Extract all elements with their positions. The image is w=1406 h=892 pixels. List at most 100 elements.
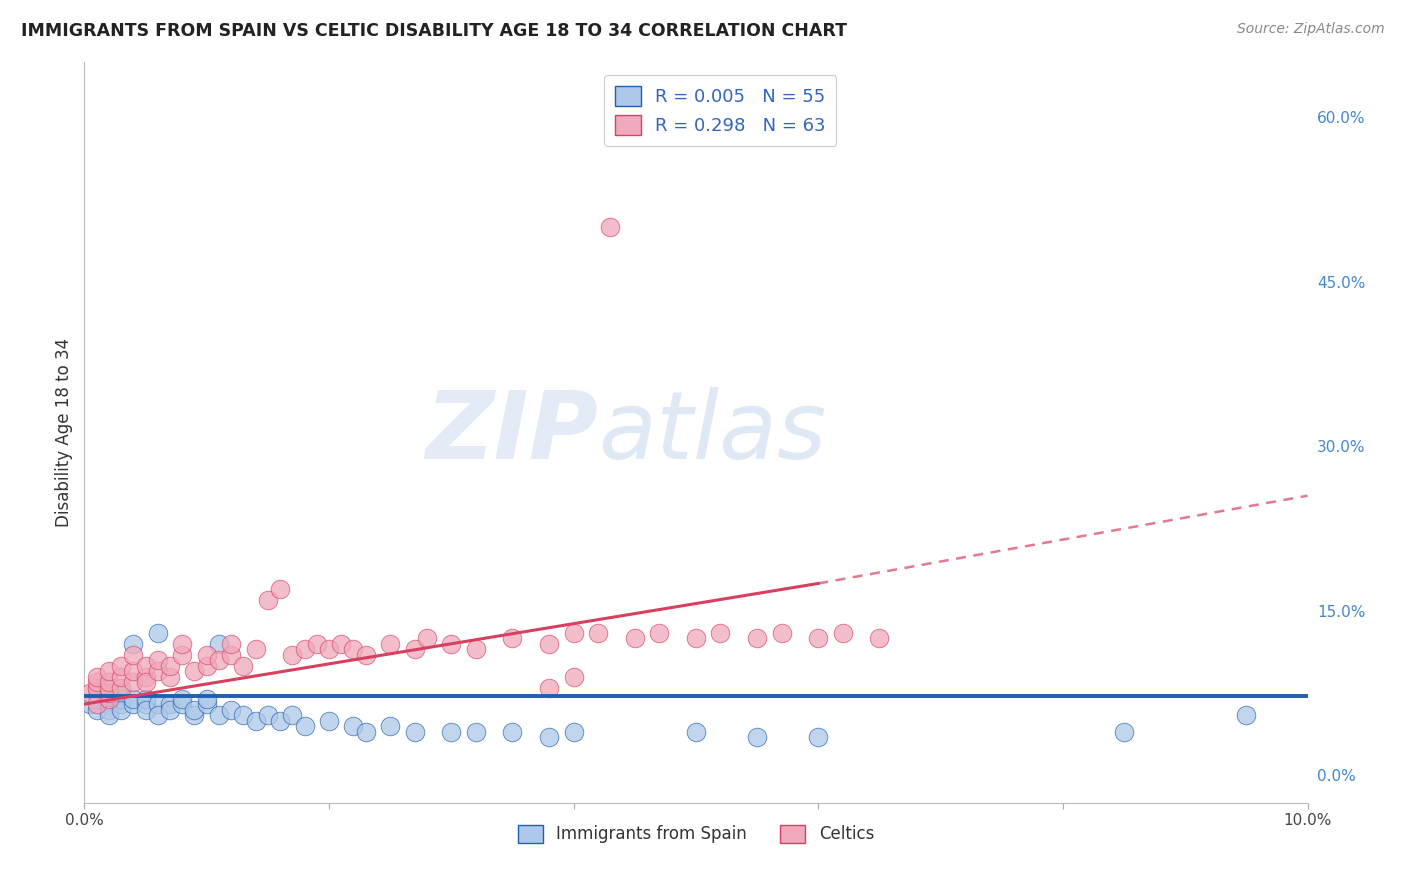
Point xyxy=(172,691,194,706)
Point xyxy=(770,625,793,640)
Point xyxy=(172,697,194,711)
Point xyxy=(122,675,145,690)
Point xyxy=(97,664,120,678)
Point xyxy=(342,719,364,733)
Point xyxy=(747,730,769,744)
Text: IMMIGRANTS FROM SPAIN VS CELTIC DISABILITY AGE 18 TO 34 CORRELATION CHART: IMMIGRANTS FROM SPAIN VS CELTIC DISABILI… xyxy=(21,22,846,40)
Point xyxy=(831,625,853,640)
Point xyxy=(354,648,377,662)
Point xyxy=(135,697,157,711)
Point xyxy=(342,642,364,657)
Point xyxy=(208,653,231,667)
Point xyxy=(318,714,340,728)
Point xyxy=(245,642,267,657)
Point xyxy=(294,719,316,733)
Point xyxy=(86,681,108,695)
Point xyxy=(172,637,194,651)
Point xyxy=(110,702,132,716)
Point xyxy=(86,681,108,695)
Point xyxy=(1114,724,1136,739)
Point xyxy=(404,642,426,657)
Point xyxy=(538,730,561,744)
Point xyxy=(294,642,316,657)
Point xyxy=(305,637,328,651)
Point xyxy=(562,724,585,739)
Point xyxy=(146,664,169,678)
Point xyxy=(146,653,169,667)
Point xyxy=(502,632,524,646)
Point xyxy=(747,632,769,646)
Point xyxy=(159,702,181,716)
Point xyxy=(464,724,486,739)
Point xyxy=(159,658,181,673)
Text: atlas: atlas xyxy=(598,387,827,478)
Point xyxy=(97,686,120,700)
Point xyxy=(709,625,731,640)
Point xyxy=(86,697,108,711)
Point xyxy=(110,670,132,684)
Point xyxy=(219,637,242,651)
Point xyxy=(110,686,132,700)
Point xyxy=(685,632,707,646)
Point xyxy=(380,637,402,651)
Point xyxy=(86,686,108,700)
Point xyxy=(1236,708,1258,723)
Point xyxy=(97,697,120,711)
Point xyxy=(122,664,145,678)
Point xyxy=(135,675,157,690)
Point xyxy=(257,708,280,723)
Point xyxy=(562,625,585,640)
Point xyxy=(869,632,891,646)
Point xyxy=(86,670,108,684)
Point xyxy=(172,648,194,662)
Point xyxy=(195,658,218,673)
Point xyxy=(232,658,254,673)
Point xyxy=(110,691,132,706)
Point xyxy=(97,708,120,723)
Point xyxy=(269,714,291,728)
Point xyxy=(245,714,267,728)
Point xyxy=(135,670,157,684)
Point xyxy=(183,708,205,723)
Point xyxy=(183,702,205,716)
Point xyxy=(440,724,463,739)
Point xyxy=(195,691,218,706)
Point xyxy=(538,681,561,695)
Point xyxy=(807,730,830,744)
Point xyxy=(599,219,621,234)
Point xyxy=(404,724,426,739)
Point xyxy=(122,637,145,651)
Point xyxy=(464,642,486,657)
Point xyxy=(624,632,647,646)
Point xyxy=(97,681,120,695)
Legend: Immigrants from Spain, Celtics: Immigrants from Spain, Celtics xyxy=(512,818,880,850)
Point xyxy=(122,697,145,711)
Point xyxy=(502,724,524,739)
Point xyxy=(97,702,120,716)
Point xyxy=(281,648,304,662)
Point xyxy=(97,691,120,706)
Point xyxy=(97,691,120,706)
Point xyxy=(807,632,830,646)
Point xyxy=(257,593,280,607)
Point xyxy=(440,637,463,651)
Point xyxy=(135,658,157,673)
Point xyxy=(416,632,439,646)
Point xyxy=(97,675,120,690)
Y-axis label: Disability Age 18 to 34: Disability Age 18 to 34 xyxy=(55,338,73,527)
Point xyxy=(586,625,609,640)
Point xyxy=(86,702,108,716)
Point xyxy=(195,697,218,711)
Point xyxy=(110,697,132,711)
Point xyxy=(538,637,561,651)
Text: Source: ZipAtlas.com: Source: ZipAtlas.com xyxy=(1237,22,1385,37)
Point xyxy=(146,708,169,723)
Point xyxy=(685,724,707,739)
Point xyxy=(219,702,242,716)
Point xyxy=(281,708,304,723)
Point xyxy=(86,675,108,690)
Point xyxy=(354,724,377,739)
Point xyxy=(195,648,218,662)
Point xyxy=(86,691,108,706)
Point xyxy=(79,686,101,700)
